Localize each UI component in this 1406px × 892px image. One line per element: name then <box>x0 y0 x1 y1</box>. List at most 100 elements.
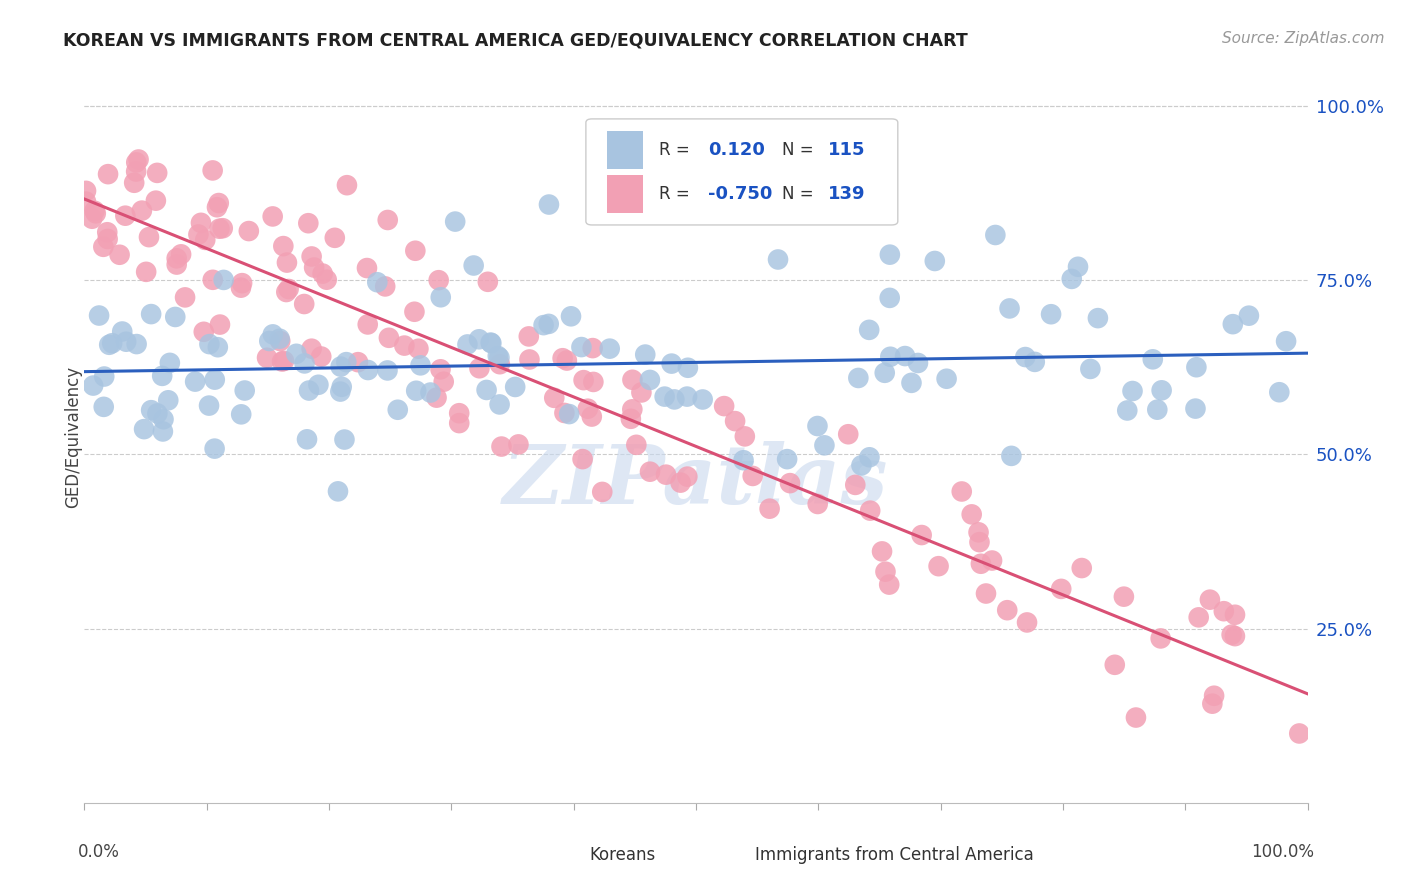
Point <box>101 336 124 351</box>
Point <box>984 227 1007 242</box>
Point <box>409 359 432 373</box>
Point <box>638 465 661 479</box>
Point <box>974 586 997 600</box>
Point <box>572 373 595 387</box>
Point <box>475 383 498 397</box>
Point <box>211 221 233 235</box>
Point <box>626 438 648 452</box>
Point <box>449 406 471 420</box>
Point <box>1112 590 1135 604</box>
Point <box>1184 401 1206 416</box>
Point <box>758 501 780 516</box>
Point <box>201 163 224 178</box>
Point <box>582 375 605 389</box>
Point <box>205 200 228 214</box>
Point <box>141 403 163 417</box>
Point <box>97 167 120 181</box>
Point <box>724 414 747 428</box>
Text: 0.120: 0.120 <box>709 141 765 159</box>
Point <box>1070 561 1092 575</box>
Point <box>238 224 260 238</box>
Point <box>294 356 316 370</box>
Point <box>315 273 337 287</box>
Text: Koreans: Koreans <box>589 847 655 864</box>
Point <box>879 291 901 305</box>
Point <box>1268 385 1291 400</box>
Point <box>970 557 993 571</box>
Point <box>111 325 134 339</box>
Point <box>488 351 510 365</box>
Point <box>347 355 370 369</box>
Point <box>1060 272 1083 286</box>
Point <box>558 407 581 421</box>
Point <box>486 349 509 363</box>
Point <box>1014 350 1036 364</box>
Point <box>193 325 215 339</box>
Point <box>551 351 574 366</box>
Point <box>560 310 582 324</box>
Point <box>276 285 298 299</box>
Point <box>131 203 153 218</box>
Point <box>377 213 399 227</box>
Point <box>114 209 136 223</box>
Point <box>184 375 207 389</box>
Text: ZIPatlas: ZIPatlas <box>503 441 889 521</box>
Point <box>145 194 167 208</box>
Point <box>152 412 174 426</box>
Point <box>733 453 755 467</box>
Point <box>297 216 319 230</box>
Point <box>128 153 150 167</box>
Point <box>911 528 934 542</box>
Point <box>1087 311 1109 326</box>
Point <box>655 467 678 482</box>
Point <box>477 275 499 289</box>
Point <box>108 248 131 262</box>
Point <box>208 196 231 211</box>
Point <box>508 437 530 451</box>
Point <box>479 335 502 350</box>
Point <box>326 484 349 499</box>
Point <box>960 508 983 522</box>
Point <box>262 327 284 342</box>
Point <box>152 425 174 439</box>
Point <box>967 525 990 540</box>
Point <box>125 164 148 178</box>
Point <box>503 380 526 394</box>
Point <box>387 402 409 417</box>
Point <box>301 250 323 264</box>
Point <box>1040 307 1063 321</box>
Point <box>394 338 416 352</box>
Point <box>858 450 880 465</box>
Point <box>204 373 226 387</box>
Point <box>273 354 295 368</box>
Point <box>555 353 578 368</box>
Point <box>378 331 401 345</box>
Point <box>879 247 901 261</box>
Point <box>329 359 352 374</box>
Point <box>813 438 835 452</box>
Point <box>93 369 115 384</box>
Point <box>1212 604 1234 618</box>
Point <box>582 341 605 355</box>
Point <box>374 279 396 293</box>
Point <box>309 350 332 364</box>
Point <box>276 255 298 269</box>
Point <box>654 390 676 404</box>
Point <box>776 452 799 467</box>
Point <box>298 384 321 398</box>
FancyBboxPatch shape <box>606 175 644 212</box>
FancyBboxPatch shape <box>709 842 742 869</box>
Point <box>231 408 253 422</box>
Point <box>198 337 221 351</box>
Point <box>537 317 560 331</box>
Point <box>779 476 801 491</box>
Point <box>425 391 447 405</box>
Point <box>404 305 426 319</box>
Point <box>894 349 917 363</box>
Point <box>873 366 896 380</box>
Point <box>621 373 644 387</box>
Text: 115: 115 <box>828 141 866 159</box>
Point <box>80 211 103 226</box>
Point <box>97 232 120 246</box>
Point <box>844 478 866 492</box>
